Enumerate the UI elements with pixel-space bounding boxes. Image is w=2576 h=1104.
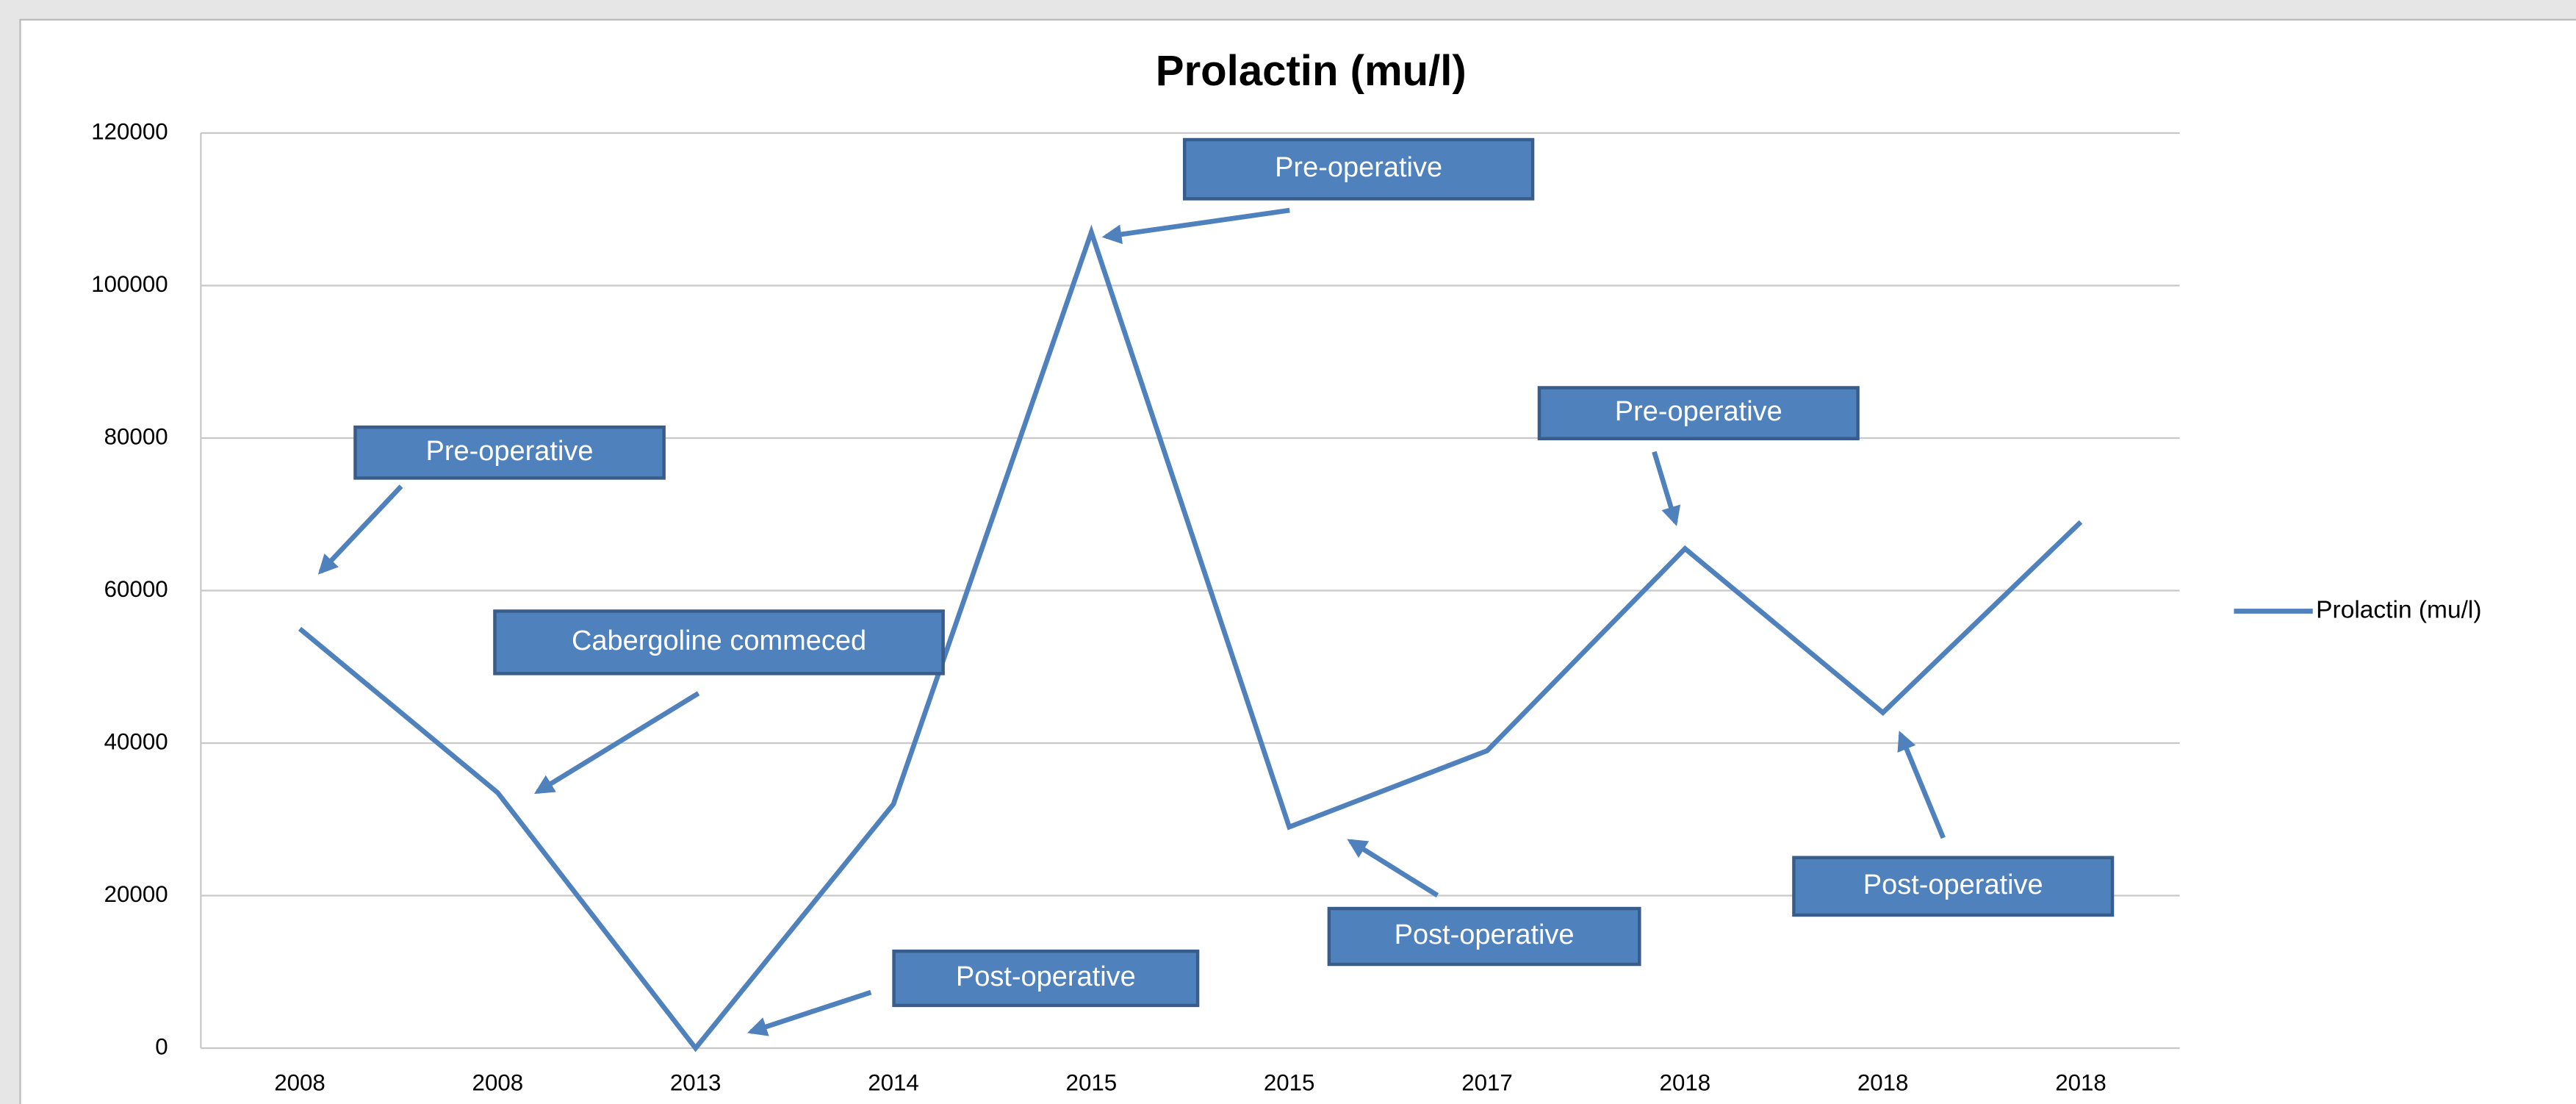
annotation-box <box>1182 137 1535 201</box>
annotation-box <box>493 609 945 675</box>
annotation-text: Cabergoline commeced <box>572 626 866 656</box>
annotation-box <box>1792 856 2115 917</box>
x-tick-label: 2017 <box>1461 1069 1513 1095</box>
annotation-arrow <box>1101 207 1290 245</box>
annotation-box <box>1537 386 1860 441</box>
annotation-box <box>353 425 666 480</box>
x-tick-label: 2015 <box>1066 1069 1118 1095</box>
annotation-box <box>1327 906 1641 967</box>
annotation-arrow <box>1897 731 1946 839</box>
x-tick-label: 2013 <box>670 1069 722 1095</box>
annotation-box <box>892 949 1200 1008</box>
x-tick-label: 2018 <box>1660 1069 1711 1095</box>
data-line <box>298 224 2083 1053</box>
y-tick-label: 0 <box>155 1033 168 1059</box>
annotation-text: Post-operative <box>956 961 1136 992</box>
y-tick-label: 100000 <box>91 271 168 297</box>
chart-title: Prolactin (mu/l) <box>1156 47 1467 95</box>
annotation-text: Pre-operative <box>426 436 594 467</box>
annotation-arrow <box>1347 839 1439 897</box>
y-tick-label: 80000 <box>104 423 168 449</box>
annotation-arrow <box>533 691 700 795</box>
annotation-text: Pre-operative <box>1275 152 1442 183</box>
x-tick-label: 2015 <box>1264 1069 1315 1095</box>
annotation-text: Pre-operative <box>1615 396 1782 427</box>
x-tick-label: 2008 <box>472 1069 524 1095</box>
legend-label: Prolactin (mu/l) <box>2316 596 2481 623</box>
x-tick-label: 2014 <box>868 1069 919 1095</box>
annotation-text: Post-operative <box>1863 870 2043 900</box>
y-tick-label: 40000 <box>104 728 168 754</box>
annotation-text: Post-operative <box>1395 920 1575 950</box>
annotation-arrow <box>1652 451 1681 526</box>
annotation-arrow <box>317 484 403 575</box>
x-tick-label: 2008 <box>274 1069 325 1095</box>
y-tick-label: 20000 <box>104 881 168 907</box>
annotation-arrow <box>747 989 872 1036</box>
x-tick-label: 2018 <box>1857 1069 1909 1095</box>
y-tick-label: 120000 <box>91 118 168 144</box>
x-tick-label: 2018 <box>2055 1069 2107 1095</box>
y-tick-label: 60000 <box>104 576 168 602</box>
